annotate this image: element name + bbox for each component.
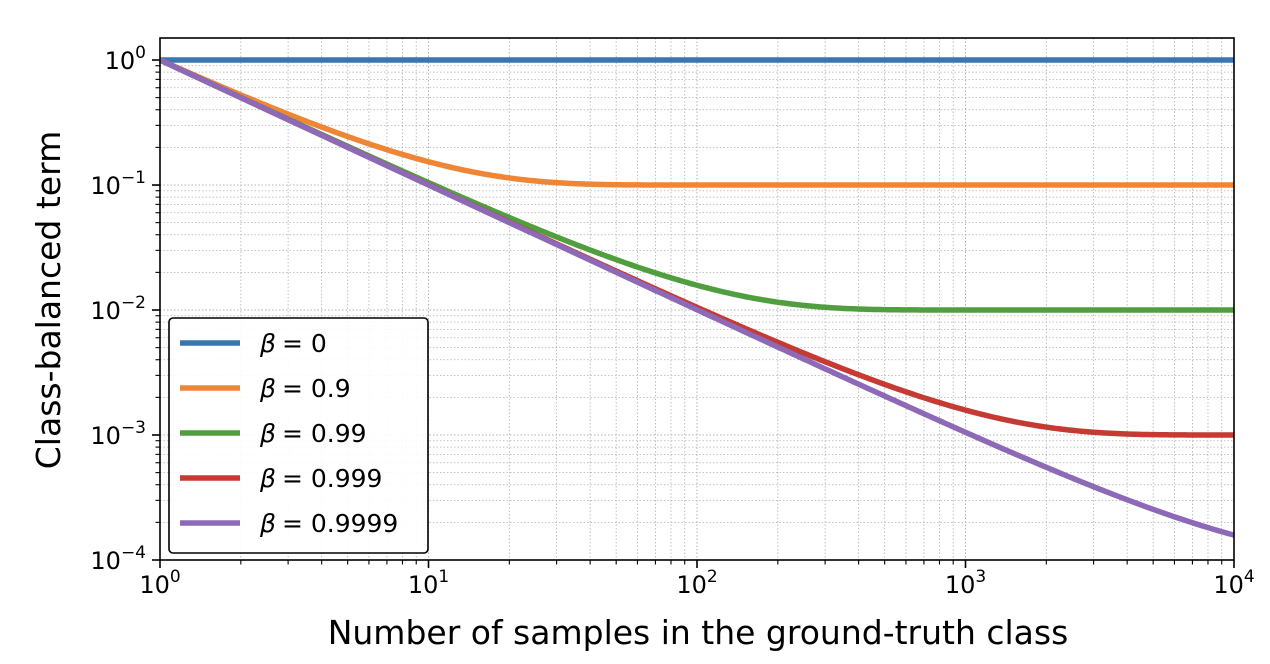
y-axis-title: Class-balanced term (29, 131, 68, 469)
series-lines (158, 57, 1235, 538)
x-axis-title: Number of samples in the ground-truth cl… (328, 613, 1069, 652)
legend-label-3: β = 0.999 (259, 464, 382, 493)
legend-label-1: β = 0.9 (259, 374, 351, 403)
y-tick-label: 100 (105, 43, 146, 75)
x-tick-label: 100 (139, 567, 180, 599)
y-tick-label: 10−2 (90, 293, 146, 325)
y-tick-label: 10−1 (90, 168, 146, 200)
series-line-1 (158, 57, 1235, 188)
y-tick-label: 10−4 (90, 543, 146, 575)
legend-box (168, 317, 429, 554)
legend-label-4: β = 0.9999 (259, 509, 398, 538)
legend-label-2: β = 0.99 (259, 419, 367, 448)
x-tick-label: 104 (1213, 567, 1254, 599)
x-tick-label: 103 (945, 567, 986, 599)
legend: β = 0 β = 0.9 β = 0.99 β = 0.999 β = 0.9999 (168, 317, 429, 554)
axis-ticks: 100 101 102 103 104 100 10−1 10−2 10−3 10−4 (90, 43, 1254, 599)
legend-label-0: β = 0 (259, 329, 327, 358)
y-tick-label: 10−3 (90, 418, 146, 450)
x-tick-label: 101 (408, 567, 449, 599)
series-line-4 (158, 57, 1235, 538)
x-tick-label: 102 (676, 567, 717, 599)
